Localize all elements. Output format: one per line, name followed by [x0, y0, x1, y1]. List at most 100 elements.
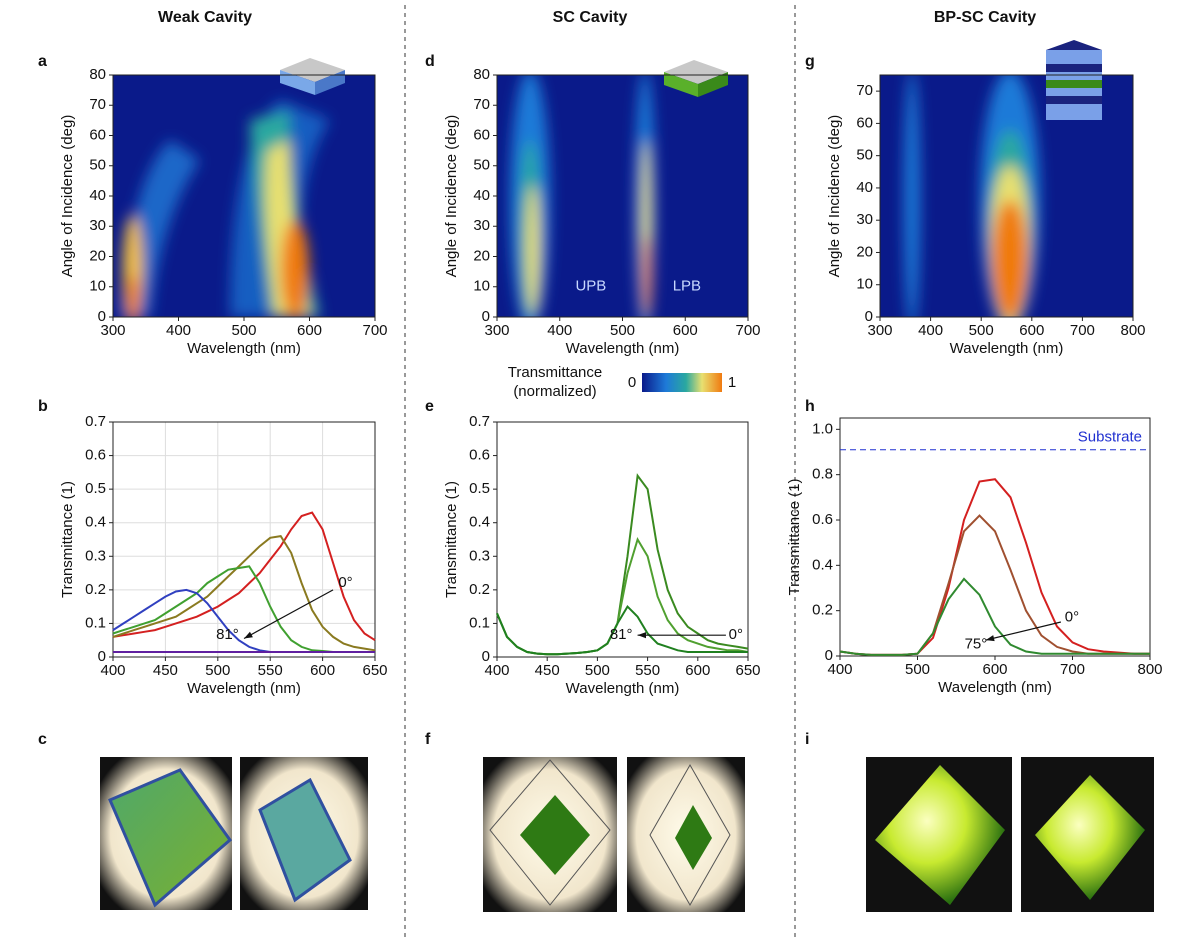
y-tick-label: 0.7	[469, 413, 490, 430]
y-tick-label: 20	[473, 247, 490, 264]
x-tick-label: 400	[918, 322, 943, 339]
x-tick-label: 600	[310, 662, 335, 679]
heatmap-image	[497, 75, 748, 317]
x-tick-label: 800	[1120, 322, 1145, 339]
y-axis-label: Angle of Incidence (deg)	[826, 115, 843, 278]
y-tick-label: 0.6	[812, 511, 833, 528]
colorbar-title: (normalized)	[513, 383, 596, 400]
y-tick-label: 0.1	[469, 614, 490, 631]
series-line	[839, 478, 1150, 656]
y-tick-label: 0.8	[812, 466, 833, 483]
y-axis-label: Transmittance (1)	[59, 481, 76, 598]
heatmap-image	[113, 75, 375, 317]
y-tick-label: 0	[865, 308, 873, 325]
x-tick-label: 300	[100, 322, 125, 339]
y-tick-label: 0	[482, 308, 490, 325]
x-axis-label: Wavelength (nm)	[566, 680, 680, 697]
y-tick-label: 60	[89, 126, 106, 143]
y-tick-label: 0.5	[85, 480, 106, 497]
annotation: 81°	[216, 626, 239, 643]
x-tick-label: 600	[982, 661, 1007, 678]
y-tick-label: 50	[856, 147, 873, 164]
y-axis-label: Angle of Incidence (deg)	[59, 115, 76, 278]
annotation: 0°	[338, 574, 352, 591]
x-tick-label: 550	[635, 662, 660, 679]
plot-frame	[496, 74, 749, 318]
x-tick-label: 600	[685, 662, 710, 679]
colorbar	[642, 373, 722, 392]
y-tick-label: 0	[98, 308, 106, 325]
y-tick-label: 0.6	[469, 447, 490, 464]
y-tick-label: 0.4	[469, 514, 490, 531]
y-tick-label: 0.3	[85, 547, 106, 564]
series-line	[112, 511, 376, 642]
arrow-head	[985, 635, 995, 642]
y-tick-label: 0.2	[85, 581, 106, 598]
x-tick-label: 650	[362, 662, 387, 679]
annotation: 0°	[1065, 608, 1079, 625]
y-tick-label: 10	[856, 276, 873, 293]
x-tick-label: 300	[484, 322, 509, 339]
y-axis-label: Transmittance (1)	[443, 481, 460, 598]
y-tick-label: 10	[89, 278, 106, 295]
x-tick-label: 500	[231, 322, 256, 339]
x-tick-label: 700	[1070, 322, 1095, 339]
y-tick-label: 0	[98, 648, 106, 665]
annotation: UPB	[575, 278, 606, 295]
y-tick-label: 0	[482, 648, 490, 665]
y-tick-label: 70	[89, 96, 106, 113]
x-tick-label: 500	[905, 661, 930, 678]
reference-label: Substrate	[1078, 429, 1142, 446]
annotation: 81°	[610, 626, 633, 643]
x-tick-label: 700	[1060, 661, 1085, 678]
y-tick-label: 0.5	[469, 480, 490, 497]
colorbar-tick-label: 1	[728, 374, 736, 391]
y-tick-label: 60	[473, 126, 490, 143]
panel-label: c	[38, 731, 47, 748]
x-tick-label: 550	[258, 662, 283, 679]
x-tick-label: 650	[735, 662, 760, 679]
y-tick-label: 0.4	[85, 514, 106, 531]
x-axis-label: Wavelength (nm)	[187, 340, 301, 357]
x-tick-label: 450	[153, 662, 178, 679]
colorbar-tick-label: 0	[628, 374, 636, 391]
y-tick-label: 0.1	[85, 614, 106, 631]
plot-frame	[112, 421, 376, 658]
series-line	[839, 577, 1150, 656]
arrow	[985, 621, 1062, 641]
y-tick-label: 30	[473, 217, 490, 234]
y-tick-label: 70	[473, 96, 490, 113]
arrow-head	[637, 632, 647, 639]
x-tick-label: 400	[100, 662, 125, 679]
y-tick-label: 0.2	[812, 602, 833, 619]
x-tick-label: 400	[166, 322, 191, 339]
panel-label: g	[805, 53, 815, 70]
y-tick-label: 0.4	[812, 556, 833, 573]
y-tick-label: 30	[856, 211, 873, 228]
panel-label: b	[38, 398, 48, 415]
y-tick-label: 60	[856, 114, 873, 131]
y-axis-label: Transmittance (1)	[786, 479, 803, 596]
x-tick-label: 300	[867, 322, 892, 339]
x-tick-label: 700	[735, 322, 760, 339]
x-tick-label: 800	[1137, 661, 1162, 678]
x-tick-label: 400	[484, 662, 509, 679]
y-tick-label: 10	[473, 278, 490, 295]
arrow-head	[244, 631, 253, 639]
x-tick-label: 400	[547, 322, 572, 339]
annotation: 0°	[729, 626, 743, 643]
y-tick-label: 0.3	[469, 547, 490, 564]
y-axis-label: Angle of Incidence (deg)	[443, 115, 460, 278]
y-tick-label: 80	[473, 66, 490, 83]
column-title: Weak Cavity	[158, 9, 252, 26]
panel-label: e	[425, 398, 434, 415]
arrow	[243, 589, 334, 640]
column-title: BP-SC Cavity	[934, 9, 1036, 26]
panel-label: i	[805, 731, 809, 748]
y-tick-label: 0.2	[469, 581, 490, 598]
y-tick-label: 50	[473, 157, 490, 174]
annotation: 75°	[965, 636, 988, 653]
y-tick-label: 1.0	[812, 420, 833, 437]
y-tick-label: 20	[856, 243, 873, 260]
plot-frame	[879, 74, 1134, 318]
